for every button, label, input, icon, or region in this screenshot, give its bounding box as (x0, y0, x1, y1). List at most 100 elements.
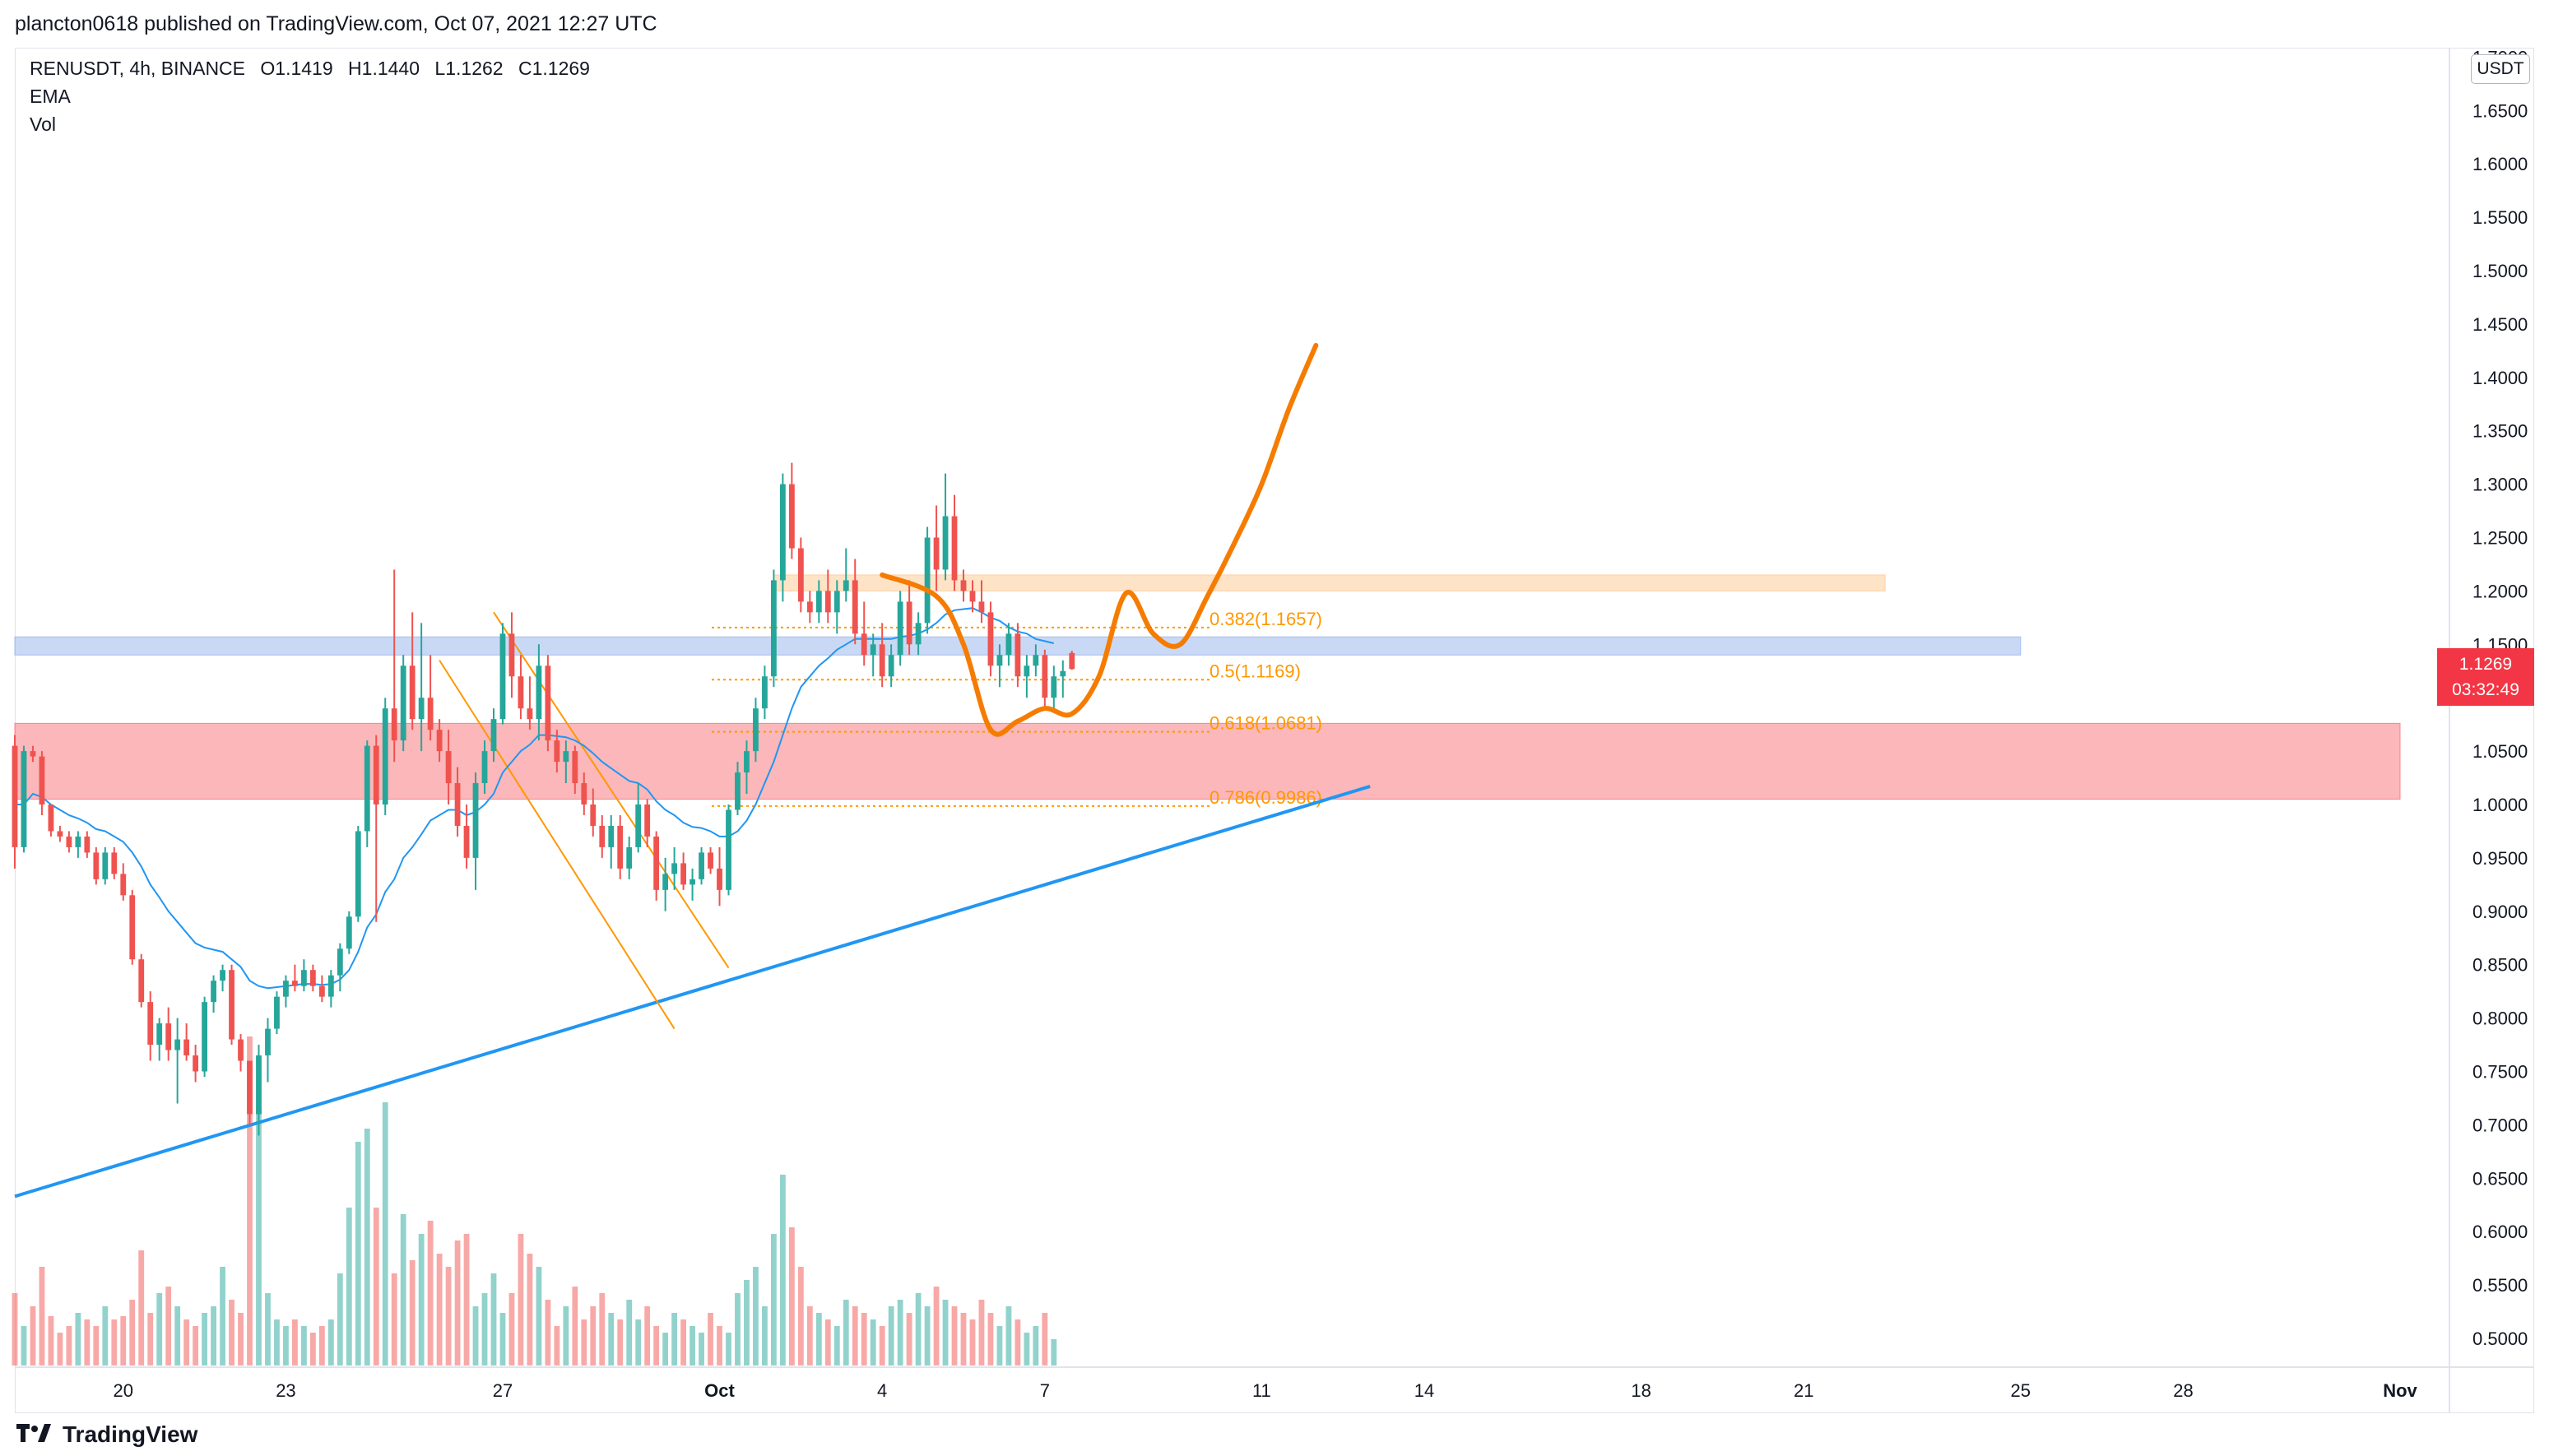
legend-open-value: 1.1419 (275, 58, 333, 79)
candle-body (563, 751, 569, 763)
volume-bar (346, 1208, 352, 1366)
candle-body (265, 1028, 271, 1056)
volume-bar (762, 1306, 768, 1366)
candle-body (833, 591, 840, 613)
candle-body (1024, 665, 1030, 677)
bar-countdown: 03:32:49 (2452, 680, 2519, 699)
volume-bar (933, 1287, 940, 1366)
time-axis-tick: 25 (2011, 1380, 2031, 1401)
volume-bar (427, 1221, 434, 1366)
volume-bar (771, 1234, 777, 1366)
legend-indicator-ema[interactable]: EMA (30, 86, 71, 107)
candle-body (327, 975, 334, 997)
falling-channel-line (439, 660, 676, 1030)
volume-bar (581, 1319, 587, 1366)
volume-bar (554, 1326, 560, 1366)
volume-bar (653, 1326, 660, 1366)
candle-body (897, 601, 903, 656)
time-axis-tick: 4 (877, 1380, 887, 1401)
volume-bar (111, 1319, 118, 1366)
volume-bar (229, 1300, 234, 1366)
volume-bar (318, 1326, 325, 1366)
volume-bar (888, 1306, 894, 1366)
candle-body (499, 633, 506, 720)
time-axis-tick: Nov (2383, 1380, 2417, 1401)
candle-body (861, 633, 867, 656)
price-axis-tick: 1.5000 (2472, 261, 2528, 281)
candle-body (481, 751, 488, 784)
candle-body (527, 708, 533, 720)
price-axis-tick: 0.8500 (2472, 955, 2528, 976)
legend-indicator-vol[interactable]: Vol (30, 114, 56, 135)
price-axis-tick: 1.4500 (2472, 314, 2528, 335)
price-axis-tick: 1.2000 (2472, 581, 2528, 601)
fib-level-label: 0.786(0.9986) (1209, 787, 1322, 808)
volume-bar (897, 1300, 903, 1366)
volume-bar (590, 1306, 597, 1366)
volume-bar (75, 1313, 81, 1366)
candle-body (454, 783, 461, 826)
candle-body (247, 1060, 253, 1115)
candle-body (797, 548, 804, 602)
candle-body (1069, 652, 1075, 670)
projection-path (880, 342, 1319, 737)
candle-body (608, 825, 615, 847)
volume-bar (193, 1326, 199, 1366)
candle-body (174, 1039, 181, 1050)
volume-bar (1051, 1339, 1057, 1366)
fib-level-label: 0.5(1.1169) (1209, 661, 1301, 681)
candle-body (138, 959, 145, 1003)
volume-bar (21, 1326, 27, 1366)
footer-branding[interactable]: TradingView (16, 1413, 197, 1456)
price-axis-tick: 1.0000 (2472, 795, 2528, 815)
volume-bar (327, 1319, 334, 1366)
volume-bar (12, 1293, 18, 1366)
volume-bar (797, 1267, 804, 1366)
candle-body (300, 970, 307, 986)
volume-bar (138, 1250, 145, 1366)
candle-body (220, 970, 225, 981)
volume-bar (753, 1267, 759, 1366)
time-axis-tick: 18 (1631, 1380, 1651, 1401)
candle-body (400, 665, 406, 741)
volume-bar (960, 1313, 967, 1366)
volume-bar (806, 1306, 813, 1366)
volume-bar (481, 1293, 488, 1366)
time-axis-tick: 23 (276, 1380, 295, 1401)
candle-body (626, 846, 633, 869)
candle-body (337, 948, 343, 976)
volume-bar (265, 1293, 271, 1366)
candle-body (346, 916, 352, 949)
currency-unit-badge[interactable]: USDT (2471, 54, 2530, 84)
time-axis-tick: 7 (1040, 1380, 1050, 1401)
volume-bar (635, 1319, 642, 1366)
candle-body (1060, 670, 1066, 677)
legend-symbol[interactable]: RENUSDT, 4h, BINANCE (30, 58, 246, 79)
volume-bar (1024, 1333, 1030, 1366)
volume-bar (861, 1313, 867, 1366)
volume-bar (779, 1175, 786, 1366)
candle-body (238, 1039, 244, 1061)
volume-bar (30, 1306, 36, 1366)
volume-bar (572, 1287, 578, 1366)
volume-bar (174, 1306, 181, 1366)
candle-body (545, 665, 551, 741)
volume-bar (608, 1313, 615, 1366)
candle-body (870, 644, 876, 656)
candle-body (309, 970, 316, 986)
volume-bar (373, 1208, 379, 1366)
price-axis-tick: 0.9500 (2472, 848, 2528, 869)
demand-zone-red (14, 722, 2401, 800)
volume-bar (355, 1142, 361, 1366)
candle-body (202, 1002, 208, 1072)
price-axis-tick: 1.2500 (2472, 528, 2528, 549)
volume-bar (815, 1313, 822, 1366)
legend-low-label: L (434, 58, 446, 79)
price-axis-tick: 0.6500 (2472, 1168, 2528, 1189)
candle-body (193, 1055, 199, 1072)
volume-bar (879, 1326, 885, 1366)
volume-bar (824, 1319, 831, 1366)
candle-body (996, 655, 1003, 666)
price-axis-tick: 1.5500 (2472, 207, 2528, 228)
